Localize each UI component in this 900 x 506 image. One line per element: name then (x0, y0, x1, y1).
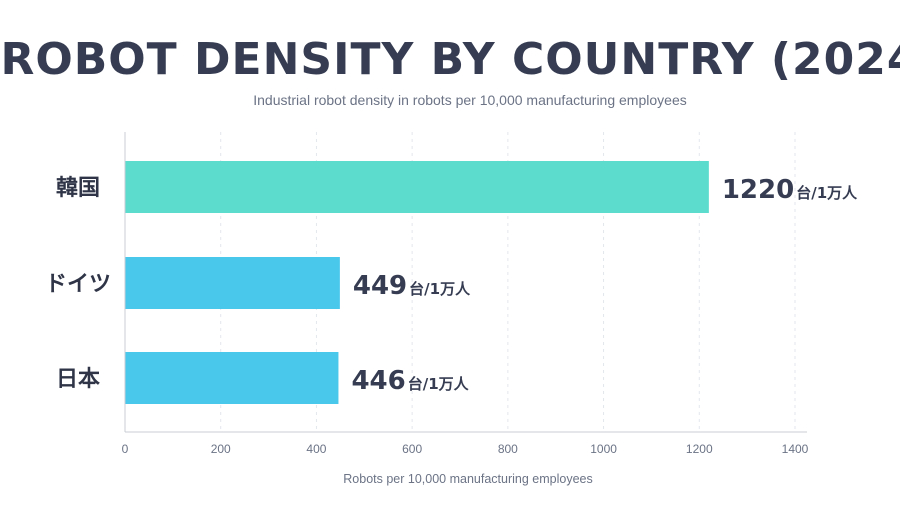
x-tick-label: 400 (306, 442, 326, 456)
x-tick-label: 1200 (686, 442, 713, 456)
x-tick-label: 0 (122, 442, 129, 456)
bar-1 (125, 161, 709, 213)
data-label: 446 台/1万人 (351, 366, 469, 396)
chart-subtitle: Industrial robot density in robots per 1… (253, 92, 686, 108)
data-label-value: 446 (351, 366, 405, 396)
category-label: 日本 (56, 367, 100, 392)
data-label-unit: 台/1万人 (408, 375, 470, 393)
data-label-unit: 台/1万人 (796, 184, 858, 202)
bar-2 (125, 257, 340, 309)
data-label-unit: 台/1万人 (409, 280, 471, 298)
x-tick-label: 200 (211, 442, 231, 456)
data-label-value: 1220 (722, 175, 794, 205)
x-tick-label: 1400 (782, 442, 809, 456)
chart-title: ROBOT DENSITY BY COUNTRY (2024) (0, 34, 900, 85)
x-tick-label: 1000 (590, 442, 617, 456)
bar-3 (125, 352, 339, 404)
category-label: 韓国 (56, 175, 100, 201)
data-label-value: 449 (353, 271, 407, 301)
data-label: 1220 台/1万人 (722, 175, 858, 205)
data-label: 449 台/1万人 (353, 271, 471, 301)
x-axis-label: Robots per 10,000 manufacturing employee… (343, 472, 592, 486)
x-tick-label: 800 (498, 442, 518, 456)
category-label: ドイツ (45, 272, 111, 297)
x-tick-label: 600 (402, 442, 422, 456)
